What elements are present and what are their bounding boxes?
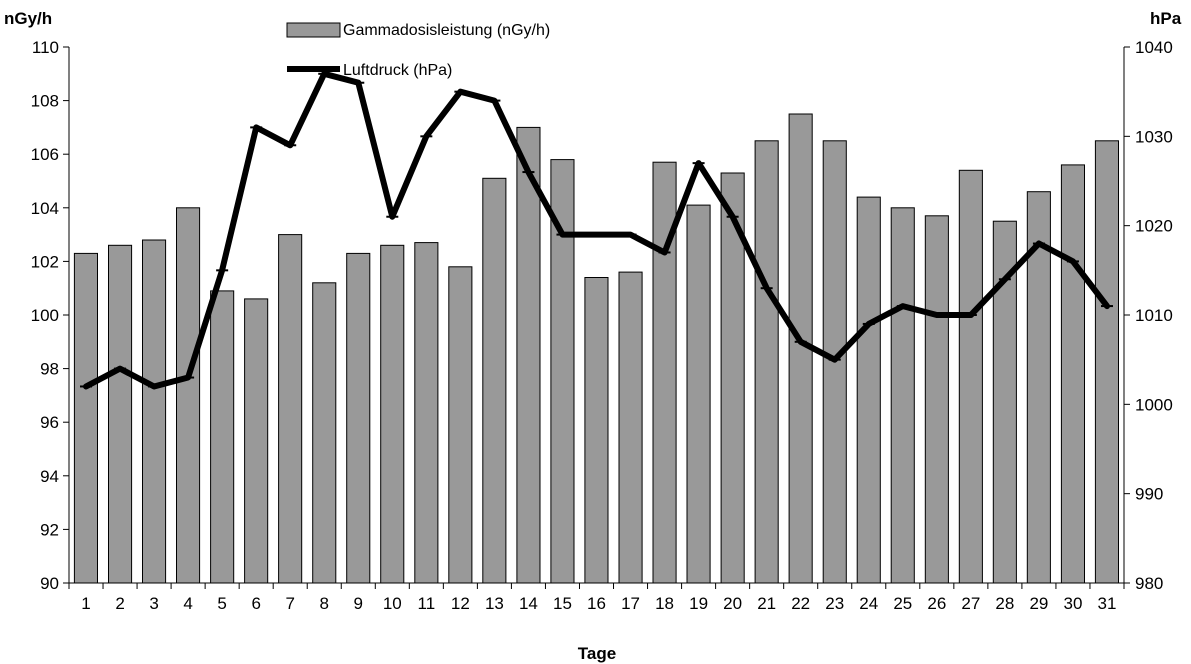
y-left-tick-label-110: 110 xyxy=(32,38,59,57)
bar-day-30 xyxy=(1060,164,1086,584)
x-tick-label-26: 26 xyxy=(927,594,946,613)
x-tick-label-8: 8 xyxy=(320,594,329,613)
bar-day-6 xyxy=(244,298,269,584)
y-right-tick-label-1000: 1000 xyxy=(1135,395,1173,414)
x-tick-label-4: 4 xyxy=(183,594,192,613)
axis-labels: nGy/h hPa Tage xyxy=(4,9,1182,663)
bar-day-16 xyxy=(584,277,609,584)
bar-day-8 xyxy=(312,282,337,584)
x-tick-label-31: 31 xyxy=(1098,594,1117,613)
x-tick-label-18: 18 xyxy=(655,594,674,613)
bar-day-27 xyxy=(958,169,983,584)
x-tick-label-28: 28 xyxy=(995,594,1014,613)
y-right-tick-label-990: 990 xyxy=(1135,485,1163,504)
bar-day-2 xyxy=(108,244,133,584)
x-tick-label-20: 20 xyxy=(723,594,742,613)
x-tick-label-25: 25 xyxy=(893,594,912,613)
x-tick-label-27: 27 xyxy=(961,594,980,613)
x-tick-label-17: 17 xyxy=(621,594,640,613)
y-left-tick-label-104: 104 xyxy=(31,199,59,218)
x-tick-label-13: 13 xyxy=(485,594,504,613)
x-tick-label-11: 11 xyxy=(418,594,436,613)
legend: Gammadosisleistung (nGy/h) Luftdruck (hP… xyxy=(286,22,550,79)
bar-day-26 xyxy=(924,215,949,584)
x-tick-label-9: 9 xyxy=(354,594,363,613)
x-tick-label-2: 2 xyxy=(115,594,124,613)
bar-day-9 xyxy=(346,252,371,584)
bar-day-4 xyxy=(176,207,201,584)
bar-day-12 xyxy=(448,266,473,584)
x-axis-label: Tage xyxy=(578,644,616,663)
y-axis-left-label: nGy/h xyxy=(4,9,52,28)
bar-day-25 xyxy=(890,207,915,584)
x-tick-label-6: 6 xyxy=(251,594,260,613)
x-tick-label-16: 16 xyxy=(587,594,606,613)
x-tick-label-15: 15 xyxy=(553,594,572,613)
x-tick-label-19: 19 xyxy=(689,594,708,613)
y-left-tick-label-108: 108 xyxy=(31,92,59,111)
x-tick-label-23: 23 xyxy=(825,594,844,613)
bar-day-11 xyxy=(414,242,439,584)
legend-label-gammadosis: Gammadosisleistung (nGy/h) xyxy=(343,22,550,39)
bar-day-24 xyxy=(856,196,881,584)
legend-label-luftdruck: Luftdruck (hPa) xyxy=(343,62,452,79)
bar-day-10 xyxy=(380,244,405,584)
bar-series-gammadosis xyxy=(73,113,1120,584)
y-right-tick-label-1020: 1020 xyxy=(1135,217,1173,236)
x-tick-label-21: 21 xyxy=(757,594,776,613)
x-tick-label-29: 29 xyxy=(1029,594,1048,613)
bar-day-13 xyxy=(482,177,507,584)
y-left-tick-label-90: 90 xyxy=(40,574,59,593)
y-left-tick-label-100: 100 xyxy=(31,306,59,325)
x-tick-label-5: 5 xyxy=(217,594,226,613)
y-right-tick-label-1040: 1040 xyxy=(1135,38,1173,57)
x-tick-label-14: 14 xyxy=(519,594,538,613)
x-tick-label-30: 30 xyxy=(1063,594,1082,613)
bar-day-17 xyxy=(618,271,643,584)
x-tick-label-24: 24 xyxy=(859,594,878,613)
y-right-tick-label-980: 980 xyxy=(1135,574,1163,593)
y-left-tick-label-106: 106 xyxy=(31,145,59,164)
bar-day-3 xyxy=(142,239,167,584)
bar-day-7 xyxy=(278,234,303,584)
y-left-tick-label-94: 94 xyxy=(40,467,59,486)
bar-day-1 xyxy=(73,252,99,584)
bar-day-19 xyxy=(686,204,711,584)
x-tick-label-22: 22 xyxy=(791,594,810,613)
line-series-luftdruck xyxy=(80,70,1113,390)
y-left-tick-label-102: 102 xyxy=(31,252,59,271)
bar-day-31 xyxy=(1094,140,1120,584)
y-axis-right-label: hPa xyxy=(1150,9,1182,28)
x-tick-label-7: 7 xyxy=(285,594,294,613)
axes: 9092949698100102104106108110980990100010… xyxy=(31,38,1173,613)
y-left-tick-label-92: 92 xyxy=(40,520,59,539)
y-right-tick-label-1030: 1030 xyxy=(1135,127,1173,146)
x-tick-label-3: 3 xyxy=(149,594,158,613)
bar-day-21 xyxy=(754,140,779,584)
bar-day-5 xyxy=(210,290,235,584)
y-left-tick-label-98: 98 xyxy=(40,360,59,379)
x-tick-label-1: 1 xyxy=(81,594,90,613)
bar-day-14 xyxy=(516,126,541,584)
x-tick-label-12: 12 xyxy=(451,594,470,613)
x-tick-label-10: 10 xyxy=(383,594,402,613)
legend-swatch-bar xyxy=(286,22,341,38)
y-left-tick-label-96: 96 xyxy=(40,413,59,432)
y-right-tick-label-1010: 1010 xyxy=(1135,306,1173,325)
